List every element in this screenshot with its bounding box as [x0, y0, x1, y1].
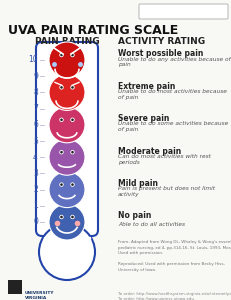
- Circle shape: [49, 42, 85, 78]
- Text: 7: 7: [33, 104, 38, 113]
- FancyBboxPatch shape: [36, 42, 97, 236]
- Bar: [44, 237, 90, 257]
- Text: 4: 4: [33, 153, 38, 162]
- Circle shape: [70, 53, 74, 57]
- Text: PATIENT AND FAMILY EDUCATION: PATIENT AND FAMILY EDUCATION: [140, 8, 225, 14]
- Circle shape: [71, 216, 73, 218]
- Text: Unable to do most activities because of pain: Unable to do most activities because of …: [118, 89, 226, 100]
- Circle shape: [49, 139, 85, 175]
- Text: 1: 1: [33, 201, 38, 210]
- Text: Unable to do any activities because of pain: Unable to do any activities because of p…: [118, 57, 230, 68]
- Text: Unable to do some activities because of pain: Unable to do some activities because of …: [118, 122, 227, 132]
- FancyBboxPatch shape: [138, 4, 227, 19]
- Circle shape: [70, 182, 74, 187]
- Circle shape: [60, 183, 63, 186]
- Text: 5: 5: [33, 136, 38, 146]
- Circle shape: [70, 118, 74, 122]
- Circle shape: [59, 118, 64, 122]
- Text: 8: 8: [33, 88, 38, 97]
- Text: Severe pain: Severe pain: [118, 114, 169, 123]
- Circle shape: [59, 53, 64, 57]
- Text: 0: 0: [33, 218, 38, 226]
- Text: 3: 3: [33, 169, 38, 178]
- Text: Used with permission.: Used with permission.: [118, 251, 163, 255]
- Text: 6: 6: [33, 120, 38, 129]
- Circle shape: [49, 172, 85, 208]
- Circle shape: [59, 150, 64, 154]
- Circle shape: [49, 107, 85, 143]
- Circle shape: [70, 215, 74, 219]
- Text: No pain: No pain: [118, 212, 151, 220]
- Circle shape: [39, 224, 94, 280]
- Circle shape: [59, 85, 64, 90]
- Text: UVA PAIN RATING SCALE: UVA PAIN RATING SCALE: [8, 23, 177, 37]
- Text: pediatric nursing, ed 4, pp.314-16, St. Louis, 1993, Mosby.: pediatric nursing, ed 4, pp.314-16, St. …: [118, 245, 231, 250]
- Text: 9: 9: [33, 72, 38, 81]
- Bar: [8, 280, 22, 294]
- Text: To order: http://www.uipress.uiowa.edu: To order: http://www.uipress.uiowa.edu: [118, 297, 193, 300]
- Text: Can do most activities with rest periods: Can do most activities with rest periods: [118, 154, 210, 165]
- Circle shape: [49, 204, 85, 240]
- Circle shape: [71, 118, 73, 121]
- Text: Able to do all activities: Able to do all activities: [118, 221, 184, 226]
- Text: 10: 10: [28, 56, 38, 64]
- Circle shape: [60, 54, 63, 56]
- Circle shape: [60, 216, 63, 218]
- Circle shape: [60, 118, 63, 121]
- Circle shape: [71, 54, 73, 56]
- Circle shape: [59, 215, 64, 219]
- Text: Worst possible pain: Worst possible pain: [118, 50, 203, 58]
- Circle shape: [70, 85, 74, 90]
- Text: Mild pain: Mild pain: [118, 179, 157, 188]
- Circle shape: [49, 74, 85, 110]
- Text: ACTIVITY RATING: ACTIVITY RATING: [118, 38, 204, 46]
- Circle shape: [59, 182, 64, 187]
- Circle shape: [71, 86, 73, 89]
- Text: University of Iowa.: University of Iowa.: [118, 268, 155, 272]
- Text: Reproduced: Used with permission from Becky Hiss,: Reproduced: Used with permission from Be…: [118, 262, 224, 266]
- Text: PAIN RATING: PAIN RATING: [35, 38, 99, 46]
- Text: Pain is present but does not limit activity: Pain is present but does not limit activ…: [118, 186, 214, 197]
- Circle shape: [71, 151, 73, 154]
- Text: Moderate pain: Moderate pain: [118, 147, 180, 156]
- Circle shape: [70, 150, 74, 154]
- Text: Extreme pain: Extreme pain: [118, 82, 175, 91]
- Text: UNIVERSITY
VIRGINIA
Health System: UNIVERSITY VIRGINIA Health System: [25, 291, 61, 300]
- Circle shape: [60, 151, 63, 154]
- Circle shape: [60, 86, 63, 89]
- Text: 2: 2: [33, 185, 38, 194]
- Circle shape: [71, 183, 73, 186]
- Text: From: Adapted from Wong DL, Whaley & Wong's essentials of: From: Adapted from Wong DL, Whaley & Won…: [118, 240, 231, 244]
- Text: To order: http://www.healthsystem.virginia.edu/internet/patiented: To order: http://www.healthsystem.virgin…: [118, 292, 231, 296]
